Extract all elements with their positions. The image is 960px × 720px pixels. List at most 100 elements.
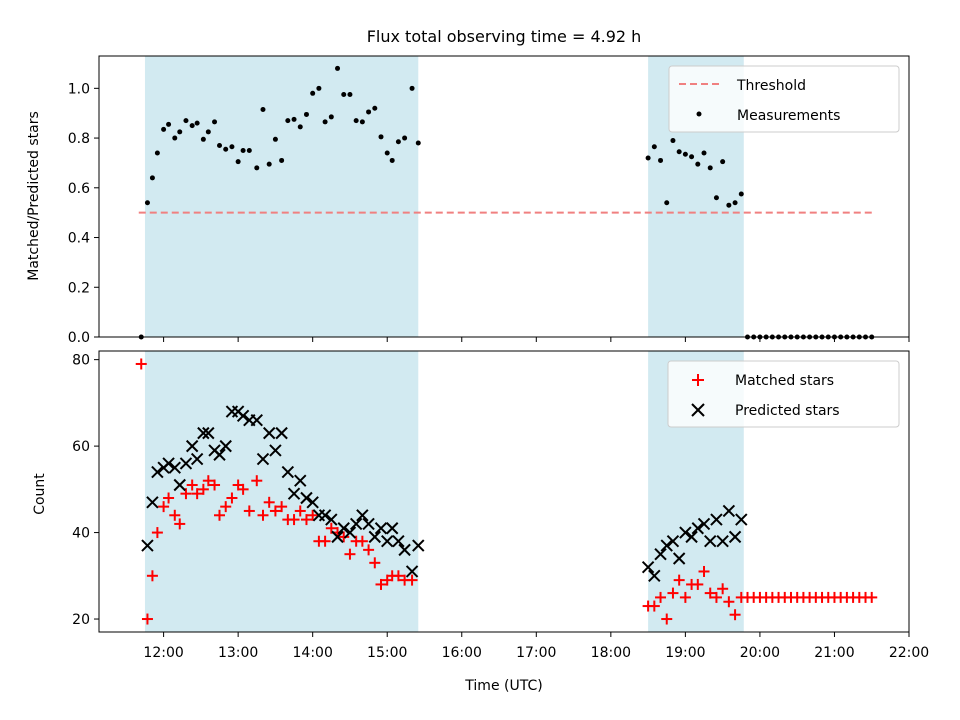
predicted-star-point — [331, 530, 344, 544]
matched-star-point — [220, 501, 232, 513]
predicted-star-point — [385, 522, 399, 535]
matched-star-point — [655, 591, 667, 603]
predicted-star-point — [654, 547, 667, 561]
predicted-stars-legend-marker — [691, 403, 705, 417]
predicted-star-point — [704, 535, 717, 548]
measurement-point — [166, 121, 172, 127]
measurement-point — [260, 106, 266, 112]
predicted-star-point — [275, 426, 288, 440]
matched-star-point — [237, 483, 249, 495]
measurement-point — [310, 90, 316, 96]
predicted-stars-legend-label: Predicted stars — [735, 403, 840, 419]
matched-star-point — [692, 578, 704, 590]
matched-star-point — [146, 570, 158, 582]
y-tick-label: 20 — [72, 612, 90, 628]
measurement-point — [409, 85, 415, 91]
predicted-star-point — [392, 535, 405, 548]
measurement-point — [372, 105, 378, 111]
measurement-point — [223, 146, 229, 152]
x-tick-label: 21:00 — [814, 645, 854, 661]
measurement-point — [347, 92, 353, 98]
y-tick-label: 0.0 — [68, 330, 90, 346]
y-tick-label: 0.8 — [68, 131, 90, 147]
predicted-star-point — [362, 517, 375, 531]
predicted-star-point — [146, 496, 159, 509]
predicted-star-point — [287, 487, 301, 500]
top-panel: 0.0 0.2 0.4 0.6 0.8 1.0 Matched/Predicted sta… — [26, 55, 910, 346]
measurement-point — [726, 202, 732, 208]
matched-star-point — [202, 475, 214, 487]
measurement-point — [246, 147, 252, 153]
measurement-point — [144, 200, 150, 206]
x-tick-label: 15:00 — [367, 645, 407, 661]
x-tick-label: 12:00 — [143, 645, 183, 661]
predicted-star-point — [398, 543, 411, 557]
measurement-point — [335, 65, 341, 71]
matched-star-point — [307, 509, 319, 521]
matched-star-point — [319, 535, 331, 547]
predicted-star-point — [219, 439, 232, 453]
x-tick-label: 13:00 — [218, 645, 258, 661]
x-tick-label: 18:00 — [591, 645, 631, 661]
predicted-star-point — [185, 439, 199, 453]
predicted-star-point — [405, 565, 419, 578]
measurement-point — [217, 143, 223, 149]
matched-star-point — [191, 488, 203, 500]
measurement-point — [713, 195, 719, 201]
y-tick-label: 0.4 — [68, 231, 90, 247]
measurement-point — [266, 161, 272, 167]
top-legend-box — [668, 65, 900, 133]
matched-star-point — [276, 501, 288, 513]
matched-star-point — [151, 527, 163, 539]
bottom-legend: Matched stars Predicted stars — [667, 360, 900, 428]
matched-star-point — [180, 488, 192, 500]
matched-star-point — [209, 479, 221, 491]
x-tick-label: 22:00 — [889, 645, 929, 661]
matched-star-point — [174, 518, 186, 530]
matched-star-point — [661, 613, 673, 625]
measurement-points — [138, 65, 875, 340]
matched-star-point — [710, 591, 722, 603]
predicted-star-point — [250, 413, 263, 427]
measurement-point — [395, 139, 401, 145]
x-tick-label: 19:00 — [665, 645, 705, 661]
shaded-interval-0 — [144, 56, 419, 337]
measurement-point — [328, 114, 334, 120]
measurement-point — [378, 134, 384, 140]
x-axis-label: Time (UTC) — [464, 678, 542, 694]
predicted-star-point — [202, 426, 215, 440]
predicted-star-point — [697, 517, 711, 531]
measurement-point — [359, 119, 365, 125]
matched-star-point — [704, 587, 716, 599]
measurement-point — [183, 118, 189, 124]
measurement-point — [172, 135, 178, 141]
matched-star-point — [866, 591, 878, 603]
matched-star-point — [723, 596, 735, 608]
matched-star-point — [406, 574, 418, 586]
measurement-point — [701, 150, 707, 156]
measurement-point — [154, 150, 160, 156]
measurement-point — [200, 136, 206, 142]
matched-star-point — [679, 591, 691, 603]
measurement-point — [651, 144, 657, 150]
predicted-star-point — [374, 522, 388, 535]
matched-star-point — [648, 600, 660, 612]
matched-star-point — [257, 509, 269, 521]
measurement-point — [664, 200, 670, 206]
predicted-star-point — [151, 465, 164, 479]
matched-star-point — [717, 583, 729, 595]
matched-star-point — [263, 496, 275, 508]
predicted-star-point — [356, 509, 369, 522]
predicted-star-point — [306, 496, 319, 509]
shaded-interval-0 — [144, 351, 419, 632]
measurement-point — [738, 191, 744, 197]
y-tick-label: 80 — [72, 353, 90, 369]
predicted-star-point — [679, 526, 692, 539]
predicted-star-point — [325, 513, 338, 526]
matched-star-point — [392, 570, 404, 582]
x-tick-label: 20:00 — [740, 645, 780, 661]
predicted-stars-points — [141, 405, 748, 583]
measurement-point — [212, 119, 218, 125]
